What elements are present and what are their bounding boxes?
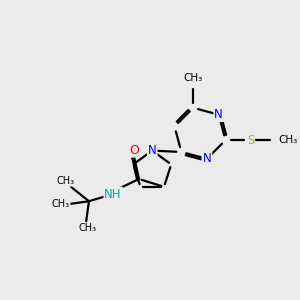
Text: O: O	[129, 144, 139, 157]
Text: S: S	[247, 134, 254, 147]
Text: CH₃: CH₃	[184, 73, 203, 83]
Text: CH₃: CH₃	[57, 176, 75, 186]
Text: N: N	[202, 152, 211, 165]
Text: NH: NH	[104, 188, 122, 200]
Text: CH₃: CH₃	[278, 135, 298, 145]
Text: CH₃: CH₃	[52, 199, 70, 209]
Text: CH₃: CH₃	[79, 224, 97, 233]
Text: N: N	[214, 108, 223, 121]
Text: N: N	[148, 144, 157, 157]
